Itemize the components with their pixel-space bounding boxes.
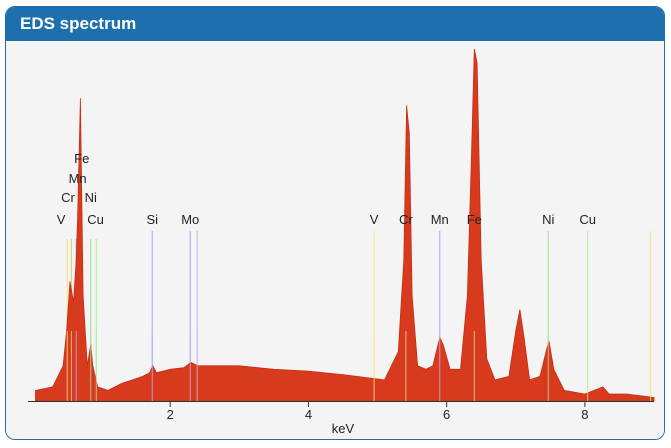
x-axis-label: keV xyxy=(332,421,355,436)
stack-label-mn-1: Mn xyxy=(69,171,87,186)
plot-area: 2 4 6 8 keV Si Mo V Cr Mn Fe Ni Cu Fe Mn Cr Ni V Cu xyxy=(6,41,664,439)
element-label-mn-11: Mn xyxy=(431,212,449,227)
spectrum-area xyxy=(35,48,655,402)
stack-label-v-4: V xyxy=(57,212,66,227)
element-label-fe-12: Fe xyxy=(467,212,482,227)
element-label-mo-7: Mo xyxy=(181,212,199,227)
x-tick-label-4: 4 xyxy=(305,407,312,422)
element-label-ni-13: Ni xyxy=(542,212,554,227)
x-tick-label-8: 8 xyxy=(581,407,588,422)
eds-spectrum-card: EDS spectrum 2 4 6 8 keV Si Mo V Cr Mn Fe Ni Cu Fe Mn C… xyxy=(5,6,665,440)
eds-spectrum-chart: 2 4 6 8 keV Si Mo V Cr Mn Fe Ni Cu Fe Mn Cr Ni V Cu xyxy=(28,48,655,436)
stack-label-cr-2: Cr xyxy=(61,190,75,205)
element-label-cu-14: Cu xyxy=(579,212,596,227)
stack-label-cu-5: Cu xyxy=(87,212,104,227)
x-tick-label-2: 2 xyxy=(167,407,174,422)
stack-label-fe-0: Fe xyxy=(74,151,89,166)
element-label-cr-10: Cr xyxy=(399,212,413,227)
x-tick-label-6: 6 xyxy=(443,407,450,422)
element-label-si-6: Si xyxy=(146,212,158,227)
stack-label-ni-3: Ni xyxy=(85,190,97,205)
card-title: EDS spectrum xyxy=(6,7,664,41)
element-label-v-9: V xyxy=(370,212,379,227)
